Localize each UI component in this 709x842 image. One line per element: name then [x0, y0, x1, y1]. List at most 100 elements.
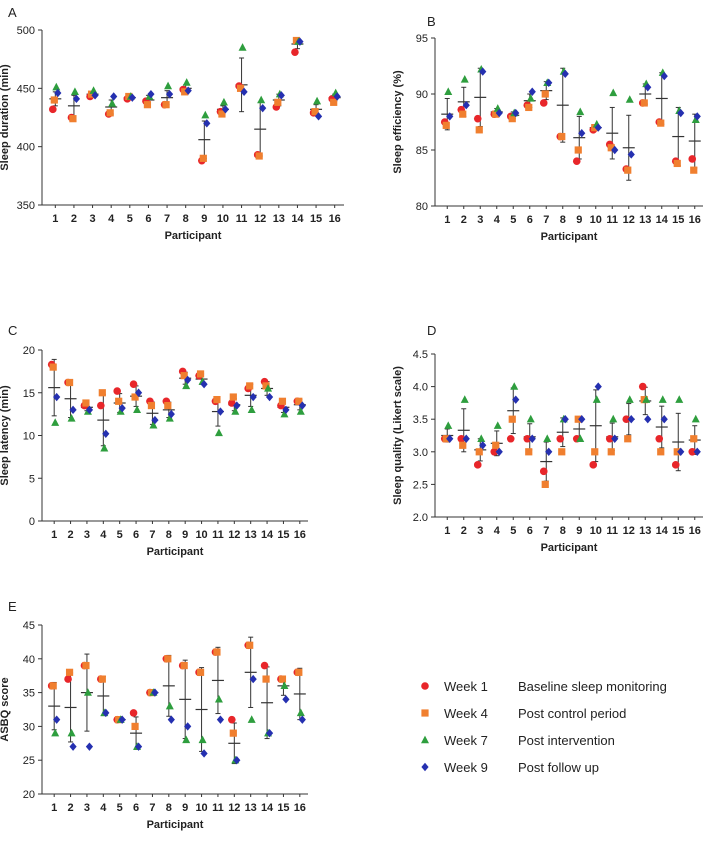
data-point	[330, 98, 338, 106]
data-point	[219, 97, 228, 106]
data-point	[638, 382, 647, 391]
data-point	[167, 409, 175, 419]
data-point	[442, 121, 450, 129]
data-point	[196, 668, 205, 676]
data-point	[110, 92, 118, 101]
x-tick-label: 4	[494, 525, 501, 537]
error-bar	[97, 393, 110, 447]
data-point	[558, 448, 566, 456]
x-tick-label: 13	[639, 214, 651, 226]
data-point	[228, 715, 236, 724]
data-point	[558, 132, 566, 141]
data-point	[128, 93, 136, 102]
data-point	[512, 108, 520, 118]
data-point	[54, 88, 62, 98]
series-w1	[440, 382, 697, 476]
legend-description: Post follow up	[518, 760, 599, 775]
data-point	[87, 90, 96, 98]
data-point	[675, 395, 684, 403]
error-bar	[507, 387, 520, 435]
y-tick-label: 20	[23, 789, 35, 801]
error-bar	[244, 636, 257, 708]
data-point	[213, 395, 221, 404]
data-point	[677, 447, 685, 456]
data-point	[229, 393, 237, 401]
data-point	[611, 145, 619, 155]
legend-marker	[421, 709, 429, 717]
data-point	[333, 92, 341, 101]
x-tick-label: 11	[606, 525, 618, 537]
data-point	[457, 434, 466, 443]
y-tick-label: 4.5	[413, 349, 428, 361]
data-point	[164, 401, 172, 410]
data-point	[69, 115, 77, 123]
legend-marker	[421, 682, 429, 690]
x-tick-label: 11	[606, 214, 618, 226]
data-point	[233, 401, 241, 410]
panel-label: E	[8, 599, 17, 614]
data-point	[216, 715, 225, 724]
error-bar	[655, 72, 668, 125]
x-tick-label: 4	[494, 214, 501, 226]
data-point	[523, 434, 532, 443]
data-point	[291, 48, 299, 56]
data-point	[528, 87, 536, 96]
data-point	[296, 708, 305, 717]
y-tick-label: 3.5	[413, 414, 428, 426]
data-point	[181, 88, 189, 96]
data-point	[165, 414, 174, 422]
legend-item-w9: Week 9 Post follow up	[421, 760, 599, 775]
data-point	[184, 375, 192, 385]
series-w9	[53, 375, 306, 438]
y-tick-label: 0	[29, 516, 35, 528]
data-point	[677, 108, 685, 118]
data-point	[607, 144, 615, 152]
data-point	[240, 87, 248, 97]
data-point	[462, 101, 470, 110]
x-axis-label: Participant	[147, 546, 204, 558]
data-point	[147, 89, 155, 99]
y-tick-label: 95	[416, 33, 428, 45]
x-tick-label: 15	[277, 802, 289, 814]
x-tick-label: 8	[560, 525, 566, 537]
series-w4	[442, 90, 698, 174]
data-point	[147, 401, 156, 410]
data-point	[260, 661, 269, 670]
data-point	[459, 110, 467, 118]
data-point	[264, 384, 273, 392]
x-tick-label: 16	[689, 525, 701, 537]
series-w4	[49, 363, 303, 410]
data-point	[622, 415, 631, 424]
data-point	[246, 641, 254, 649]
x-tick-label: 2	[461, 214, 467, 226]
legend-week: Week 9	[444, 760, 488, 775]
data-point	[70, 87, 79, 96]
data-point	[165, 89, 174, 99]
legend-description: Post control period	[518, 706, 626, 721]
data-point	[265, 728, 274, 738]
data-point	[257, 95, 266, 104]
data-point	[102, 708, 110, 718]
x-tick-label: 7	[543, 214, 549, 226]
data-point	[265, 392, 274, 402]
data-point	[228, 399, 236, 407]
data-point	[113, 387, 121, 395]
data-point	[543, 434, 552, 442]
data-point	[561, 69, 569, 79]
data-point	[149, 420, 158, 429]
data-point	[129, 709, 138, 717]
x-tick-label: 13	[273, 213, 285, 225]
x-tick-label: 10	[590, 525, 602, 537]
error-bar	[556, 67, 569, 143]
data-point	[607, 448, 615, 456]
x-tick-label: 7	[543, 525, 549, 537]
data-point	[49, 682, 57, 690]
data-point	[262, 382, 270, 390]
data-point	[609, 88, 618, 97]
data-point	[72, 94, 81, 104]
data-point	[479, 441, 487, 450]
x-tick-label: 16	[329, 213, 341, 225]
x-tick-label: 6	[133, 529, 139, 541]
data-point	[85, 405, 94, 415]
